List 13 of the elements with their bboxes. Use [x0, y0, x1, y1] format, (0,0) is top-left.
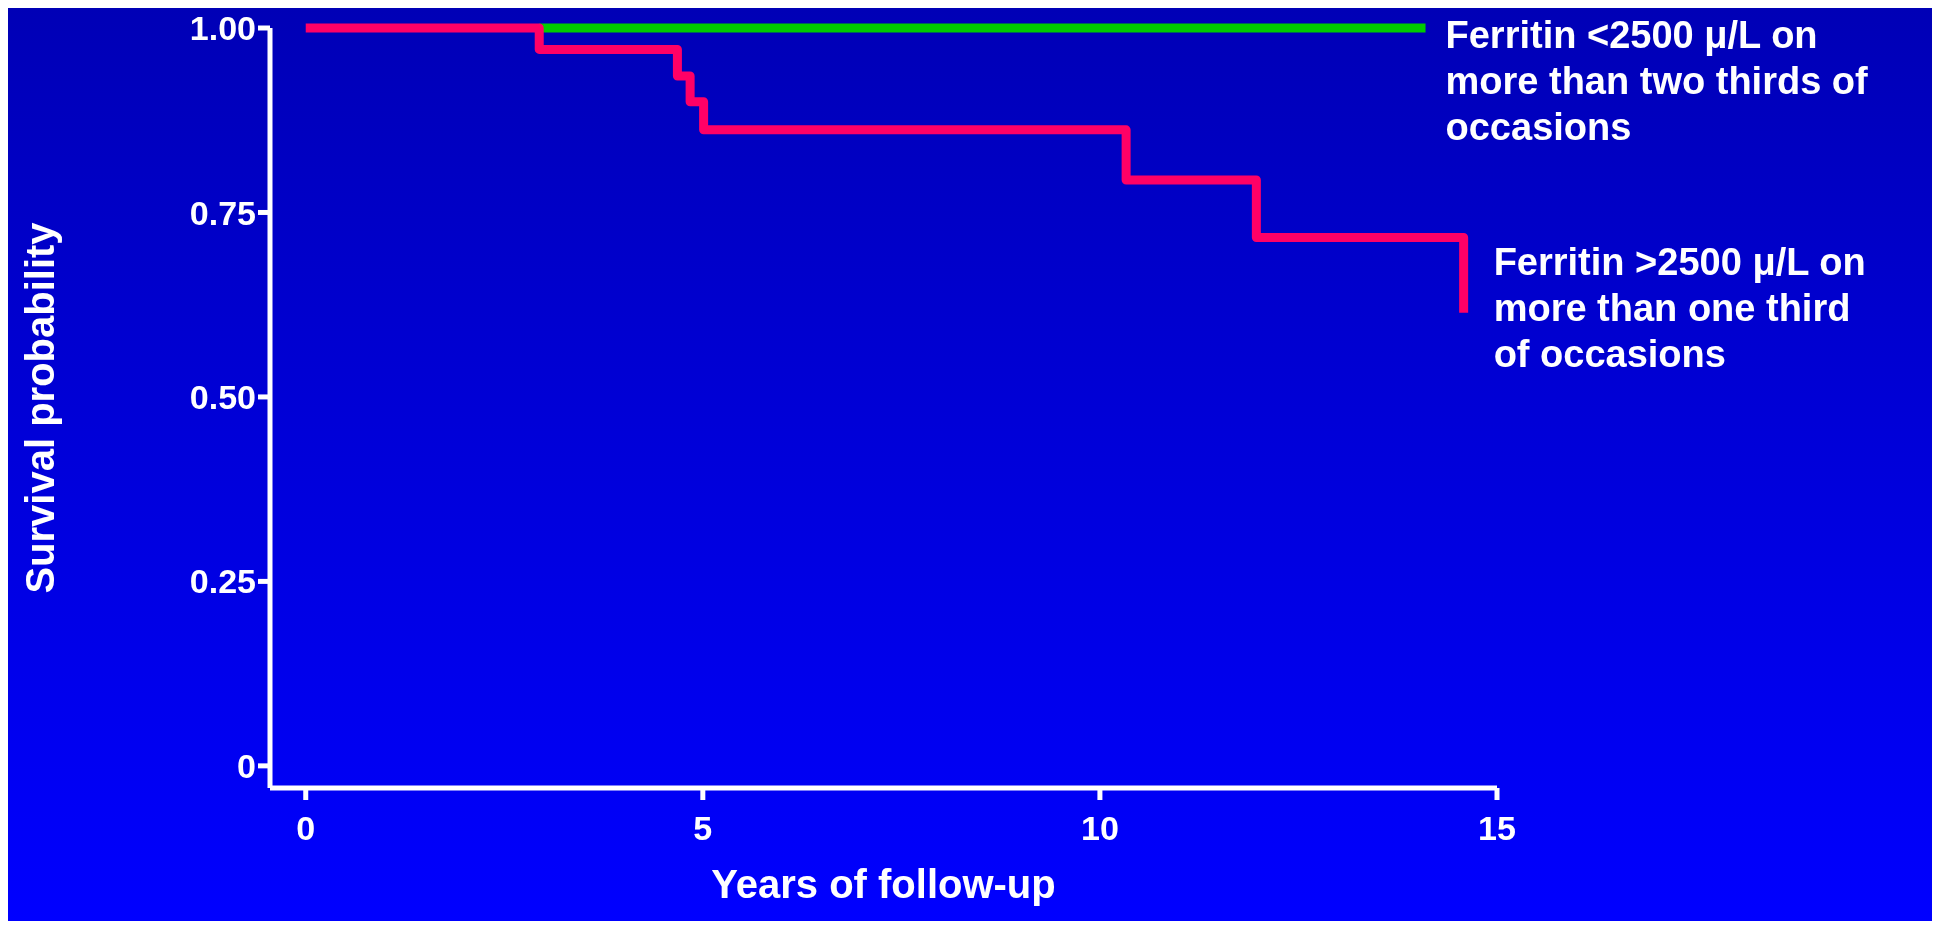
y-tick-label: 0.25: [189, 562, 256, 601]
y-tick-label: 1.00: [189, 9, 256, 48]
y-tick-label: 0.75: [189, 193, 256, 232]
x-tick-label: 10: [1081, 809, 1119, 848]
series-label: Ferritin >2500 μ/L on more than one third of occasions: [1493, 240, 1866, 375]
y-tick-label: 0: [237, 746, 256, 785]
x-tick-label: 0: [296, 809, 316, 848]
x-tick-label: 15: [1478, 809, 1516, 848]
y-tick-label: 0.50: [189, 378, 256, 416]
series-label: Ferritin <2500 μ/L on more than two thirds of occasions: [1445, 14, 1869, 148]
y-axis-title: Survival probability: [18, 221, 63, 594]
x-tick-label: 5: [693, 809, 713, 848]
x-axis-title: Years of follow-up: [711, 862, 1056, 906]
